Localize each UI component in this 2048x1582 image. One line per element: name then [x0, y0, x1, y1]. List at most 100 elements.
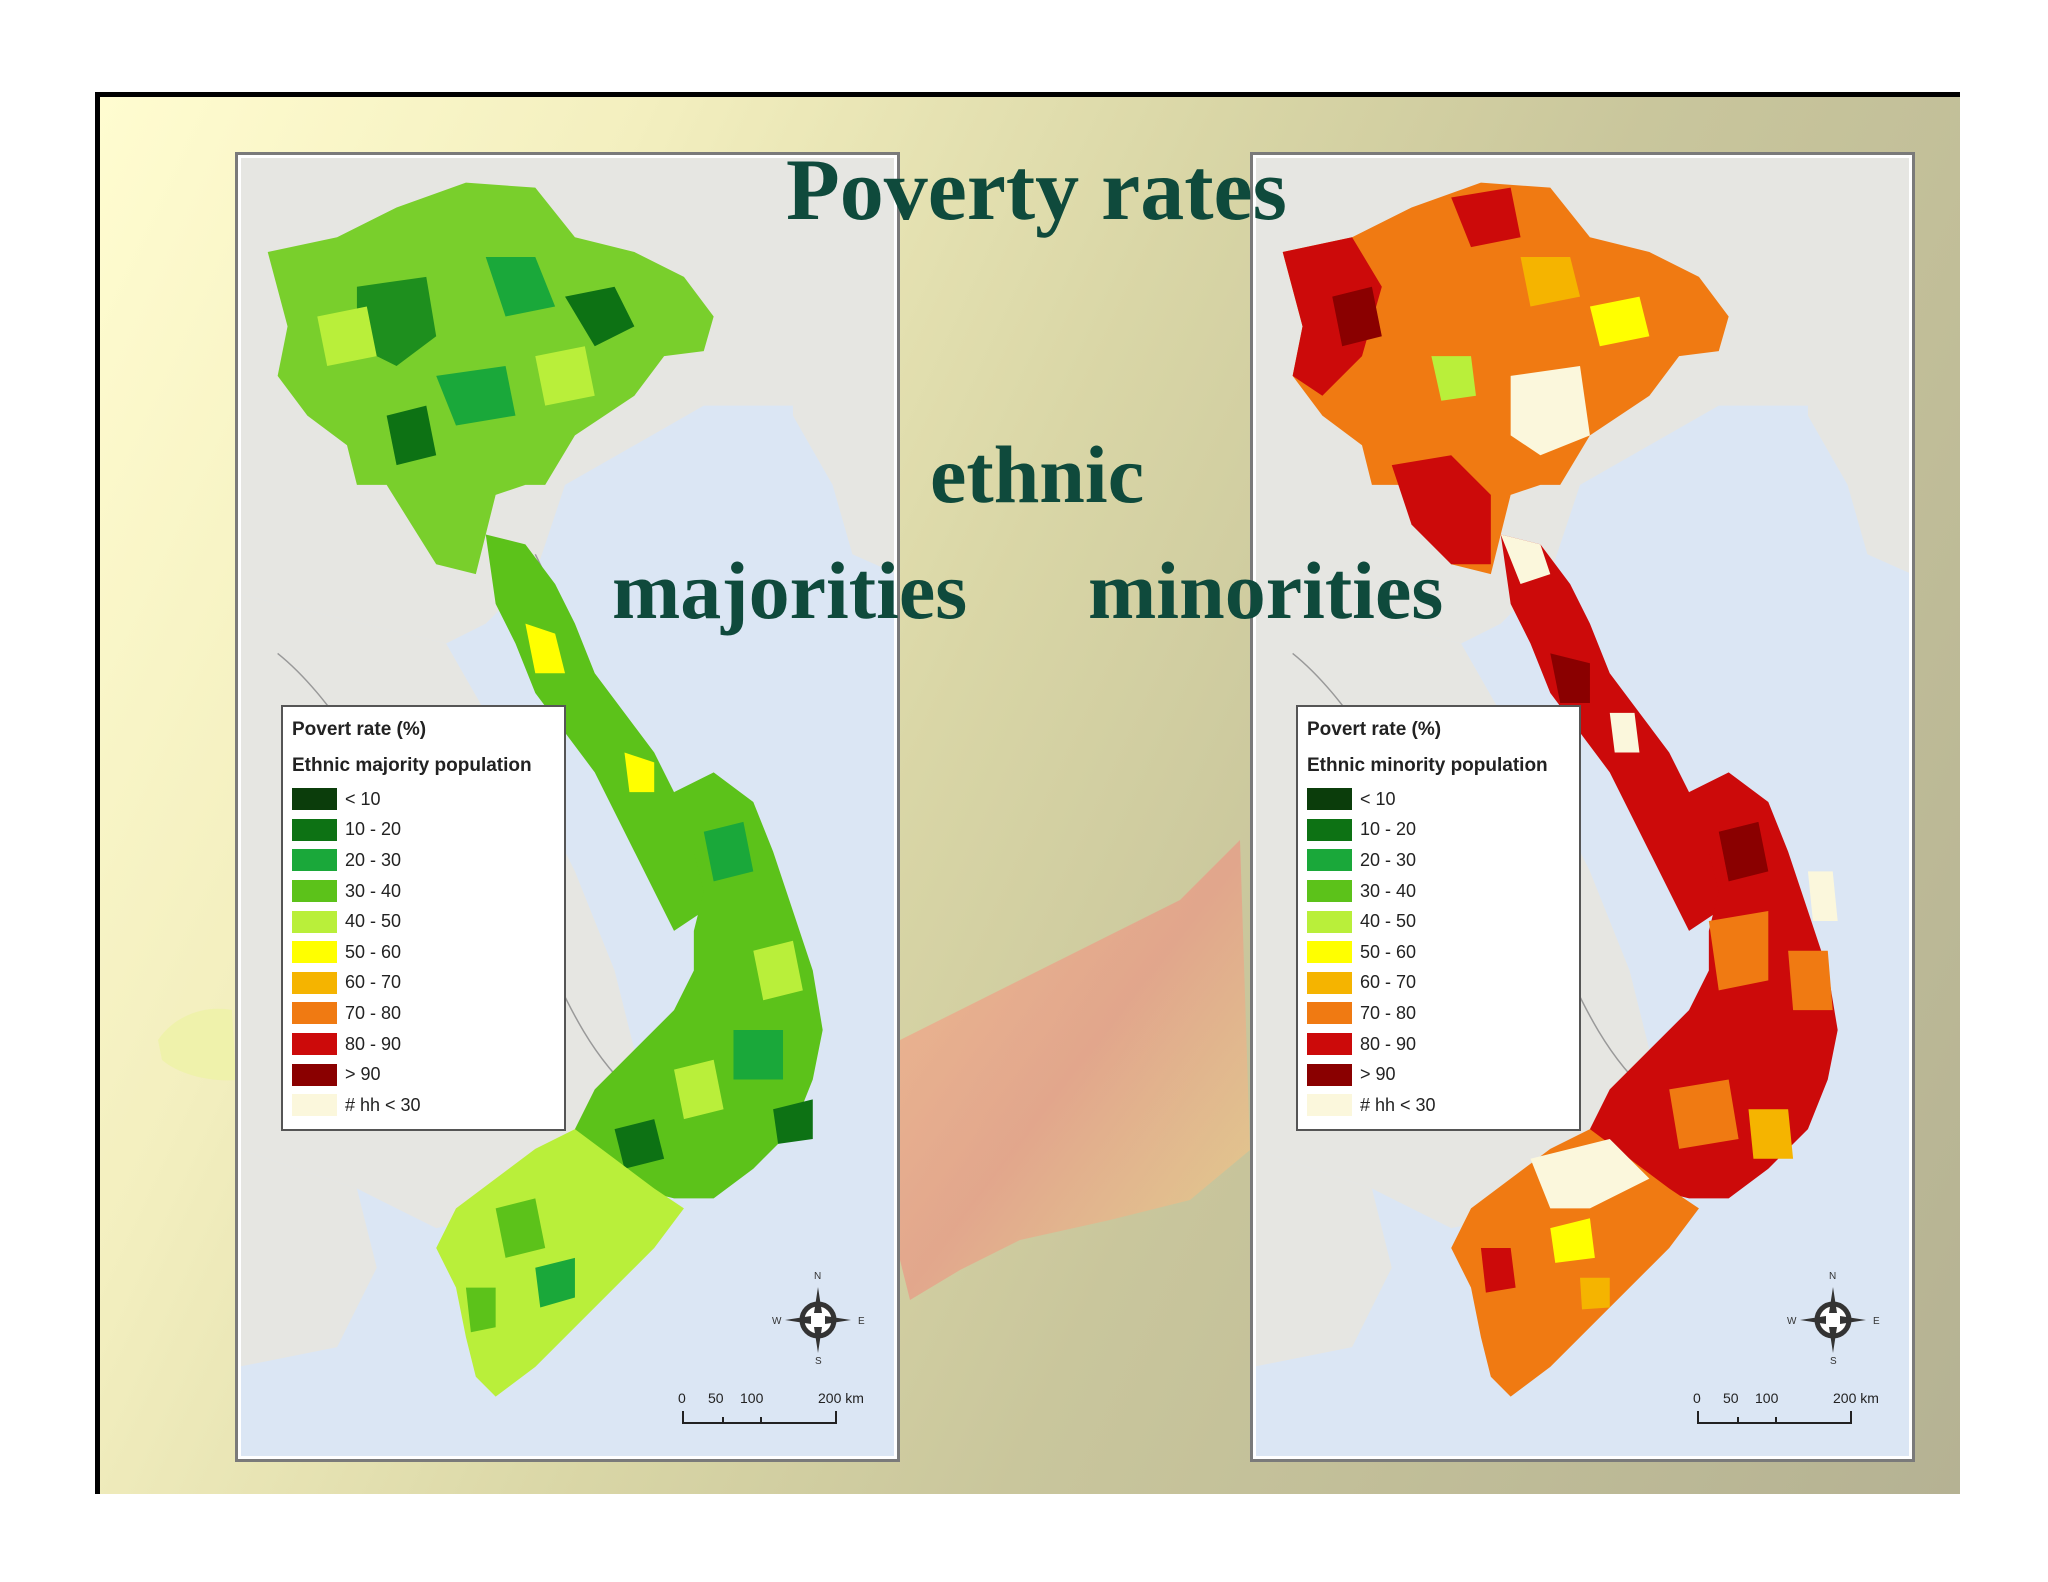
- legend-swatch: [292, 1063, 337, 1086]
- scale-bar: 0 50 100 200 km: [1693, 1390, 1879, 1424]
- scale-tick-0: 0: [678, 1390, 686, 1406]
- legend-majority: Povert rate (%) Ethnic majority populati…: [281, 705, 566, 1131]
- slide-title: Poverty rates: [786, 142, 1287, 239]
- legend-swatch: [1307, 880, 1352, 903]
- title-majorities: majorities: [612, 545, 968, 636]
- compass-e: E: [1873, 1316, 1880, 1327]
- legend-item: 80 - 90: [1307, 1029, 1570, 1060]
- legend-swatch: [1307, 1094, 1352, 1117]
- compass-rose-icon: N S W E: [1787, 1271, 1880, 1365]
- legend-swatch: [1307, 818, 1352, 841]
- legend-item: 10 - 20: [1307, 815, 1570, 846]
- legend-label: 20 - 30: [345, 849, 402, 870]
- map-ethnic-majority: Povert rate (%) Ethnic majority populati…: [235, 152, 900, 1462]
- legend-item: > 90: [292, 1059, 555, 1090]
- legend-item: 60 - 70: [292, 968, 555, 999]
- legend-swatch: [292, 788, 337, 811]
- legend-item: 80 - 90: [292, 1029, 555, 1060]
- scale-tick-100: 100: [740, 1390, 764, 1406]
- legend-minority: Povert rate (%) Ethnic minority populati…: [1296, 705, 1581, 1131]
- legend-swatch: [292, 818, 337, 841]
- scale-tick-50: 50: [1723, 1390, 1739, 1406]
- legend-swatch: [1307, 941, 1352, 964]
- legend-item: 30 - 40: [1307, 876, 1570, 907]
- scale-tick-100: 100: [1755, 1390, 1779, 1406]
- compass-s: S: [815, 1356, 822, 1365]
- legend-item: # hh < 30: [1307, 1090, 1570, 1121]
- compass-w: W: [1787, 1316, 1797, 1327]
- legend-swatch: [292, 941, 337, 964]
- legend-label: 50 - 60: [345, 941, 402, 962]
- legend-swatch: [292, 1033, 337, 1056]
- legend-item: < 10: [1307, 784, 1570, 815]
- legend-swatch: [1307, 849, 1352, 872]
- legend-subtitle: Ethnic majority population: [292, 755, 532, 776]
- legend-label: # hh < 30: [345, 1094, 421, 1115]
- legend-label: 80 - 90: [345, 1033, 402, 1054]
- compass-rose-icon: N S W E: [772, 1271, 865, 1365]
- legend-swatch: [1307, 788, 1352, 811]
- legend-title: Povert rate (%): [292, 719, 427, 740]
- legend-swatch: [1307, 1002, 1352, 1025]
- legend-item: 50 - 60: [292, 937, 555, 968]
- legend-item: 30 - 40: [292, 876, 555, 907]
- scale-tick-200: 200 km: [818, 1390, 864, 1406]
- legend-item: 20 - 30: [1307, 845, 1570, 876]
- legend-swatch: [292, 971, 337, 994]
- map-ethnic-minority: Povert rate (%) Ethnic minority populati…: [1250, 152, 1915, 1462]
- legend-label: 60 - 70: [1360, 972, 1417, 993]
- compass-w: W: [772, 1316, 782, 1327]
- legend-label: 30 - 40: [345, 880, 402, 901]
- legend-item: # hh < 30: [292, 1090, 555, 1121]
- legend-label: < 10: [1360, 788, 1396, 809]
- legend-swatch: [1307, 910, 1352, 933]
- scale-tick-0: 0: [1693, 1390, 1701, 1406]
- legend-item: 50 - 60: [1307, 937, 1570, 968]
- legend-swatch: [292, 1094, 337, 1117]
- legend-label: 10 - 20: [1360, 819, 1417, 840]
- legend-item: 20 - 30: [292, 845, 555, 876]
- legend-label: > 90: [345, 1064, 381, 1085]
- legend-label: 70 - 80: [345, 1002, 402, 1023]
- title-ethnic: ethnic: [930, 429, 1145, 520]
- legend-item: < 10: [292, 784, 555, 815]
- legend-swatch: [292, 910, 337, 933]
- legend-swatch: [1307, 1033, 1352, 1056]
- legend-label: 70 - 80: [1360, 1002, 1417, 1023]
- compass-e: E: [858, 1316, 865, 1327]
- compass-s: S: [1830, 1356, 1837, 1365]
- legend-label: > 90: [1360, 1064, 1396, 1085]
- legend-label: < 10: [345, 788, 381, 809]
- scale-tick-200: 200 km: [1833, 1390, 1879, 1406]
- legend-item: 40 - 50: [292, 906, 555, 937]
- legend-label: # hh < 30: [1360, 1094, 1436, 1115]
- legend-item: 70 - 80: [292, 998, 555, 1029]
- legend-label: 50 - 60: [1360, 941, 1417, 962]
- legend-item: > 90: [1307, 1059, 1570, 1090]
- title-minorities: minorities: [1088, 545, 1444, 636]
- legend-label: 80 - 90: [1360, 1033, 1417, 1054]
- scale-tick-50: 50: [708, 1390, 724, 1406]
- compass-n: N: [814, 1271, 821, 1282]
- legend-label: 30 - 40: [1360, 880, 1417, 901]
- legend-item: 10 - 20: [292, 815, 555, 846]
- legend-swatch: [1307, 971, 1352, 994]
- legend-swatch: [292, 1002, 337, 1025]
- compass-n: N: [1829, 1271, 1836, 1282]
- legend-label: 20 - 30: [1360, 849, 1417, 870]
- legend-title: Povert rate (%): [1307, 719, 1442, 740]
- legend-item: 60 - 70: [1307, 968, 1570, 999]
- legend-swatch: [292, 880, 337, 903]
- legend-swatch: [292, 849, 337, 872]
- legend-label: 60 - 70: [345, 972, 402, 993]
- legend-rows: < 10 10 - 20 20 - 30 30 - 40 40 - 50 50 - 60 6…: [1307, 784, 1570, 1121]
- legend-swatch: [1307, 1063, 1352, 1086]
- legend-label: 10 - 20: [345, 819, 402, 840]
- legend-subtitle: Ethnic minority population: [1307, 755, 1548, 776]
- legend-item: 40 - 50: [1307, 906, 1570, 937]
- legend-item: 70 - 80: [1307, 998, 1570, 1029]
- legend-label: 40 - 50: [345, 911, 402, 932]
- scale-bar: 0 50 100 200 km: [678, 1390, 864, 1424]
- legend-label: 40 - 50: [1360, 911, 1417, 932]
- legend-rows: < 10 10 - 20 20 - 30 30 - 40 40 - 50 50 - 60 6…: [292, 784, 555, 1121]
